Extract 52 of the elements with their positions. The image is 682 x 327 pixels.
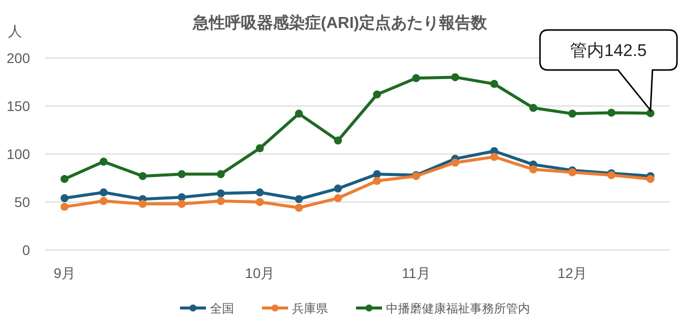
x-tick-label: 11月 — [402, 265, 430, 281]
point — [646, 109, 654, 118]
point — [373, 170, 382, 178]
point — [100, 158, 108, 166]
point — [646, 174, 654, 183]
legend-label: 兵庫県 — [292, 302, 328, 316]
point — [138, 200, 147, 208]
y-axis-title: 人 — [8, 23, 22, 39]
y-tick-label: 50 — [14, 194, 30, 210]
point — [256, 144, 264, 152]
point — [216, 189, 225, 198]
point — [256, 198, 264, 206]
point — [334, 136, 342, 145]
y-tick-label: 200 — [6, 50, 30, 66]
point — [334, 184, 342, 193]
point — [100, 197, 108, 206]
chart-title: 急性呼吸器感染症(ARI)定点あたり報告数 — [192, 14, 488, 32]
y-tick-label: 100 — [6, 146, 30, 162]
point — [294, 195, 303, 204]
y-tick-label: 0 — [22, 242, 30, 258]
point — [294, 204, 303, 212]
point — [451, 73, 460, 82]
point — [178, 200, 186, 208]
point — [178, 193, 186, 202]
y-tick-label: 150 — [6, 98, 30, 114]
annotation: 管内142.5 — [570, 41, 647, 60]
point — [490, 80, 498, 88]
x-tick-label: 10月 — [245, 265, 275, 281]
point — [100, 188, 108, 196]
point — [216, 197, 225, 206]
legend-label: 中播磨健康福祉事務所管内 — [386, 302, 530, 316]
point — [334, 194, 342, 202]
legend-label: 全国 — [210, 302, 234, 316]
point — [568, 110, 576, 118]
point — [529, 165, 538, 174]
point — [60, 174, 69, 183]
point — [607, 108, 616, 117]
point — [412, 74, 420, 82]
point — [178, 170, 186, 178]
point — [216, 170, 225, 178]
point — [294, 110, 303, 118]
point — [490, 152, 498, 161]
point — [256, 188, 264, 196]
point — [451, 158, 460, 167]
point — [60, 194, 69, 202]
point — [373, 90, 382, 98]
x-tick-label: 9月 — [54, 265, 76, 281]
point — [138, 172, 147, 180]
point — [373, 176, 382, 185]
point — [529, 104, 538, 112]
point — [60, 202, 69, 211]
x-tick-label: 12月 — [558, 265, 588, 281]
